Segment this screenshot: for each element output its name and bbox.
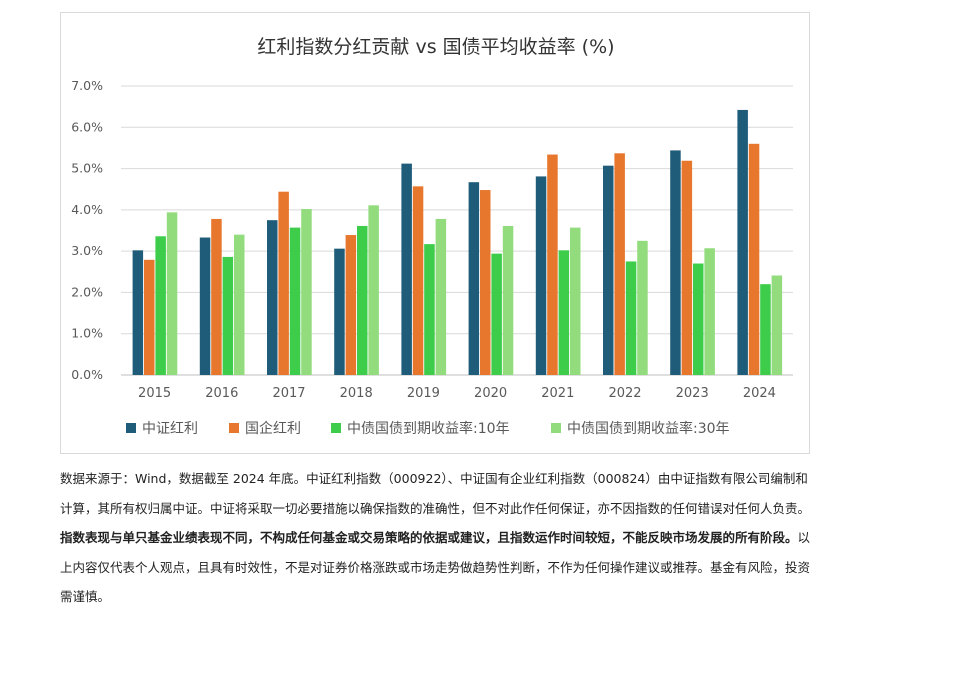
bar — [480, 190, 491, 375]
y-tick-label: 1.0% — [71, 326, 103, 341]
bar — [737, 109, 748, 376]
bar — [267, 220, 278, 375]
disclaimer-bold-warning: 指数表现与单只基金业绩表现不同，不构成任何基金或交易策略的依据或建议，且指数运作… — [60, 530, 798, 545]
y-tick-label: 5.0% — [71, 161, 103, 176]
y-tick-label: 3.0% — [71, 243, 103, 258]
bar — [748, 143, 760, 375]
x-tick-label: 2018 — [340, 386, 373, 401]
legend-swatch — [126, 423, 136, 433]
legend-label: 中证红利 — [142, 421, 198, 437]
bar — [345, 235, 357, 375]
bar — [693, 263, 704, 375]
bar — [468, 182, 480, 375]
x-tick-label: 2015 — [138, 386, 171, 401]
bar — [166, 212, 178, 375]
legend-label: 中债国债到期收益率:30年 — [567, 420, 730, 437]
bar — [760, 284, 771, 375]
bar — [570, 227, 581, 375]
x-tick-label: 2022 — [608, 386, 641, 401]
x-tick-label: 2024 — [743, 386, 776, 401]
x-tick-label: 2020 — [474, 386, 507, 401]
bar — [681, 160, 693, 375]
bar — [625, 261, 637, 375]
bar — [614, 153, 625, 375]
x-tick-label: 2023 — [676, 386, 709, 401]
bar — [211, 218, 222, 375]
bar — [301, 209, 312, 375]
bar — [199, 237, 211, 375]
bar — [603, 165, 614, 375]
legend-swatch — [331, 423, 341, 433]
disclaimer-risk-note: 以上内容仅代表个人观点，且具有时效性，不是对证券价格涨跌或市场走势做趋势性判断，… — [60, 530, 811, 604]
x-tick-label: 2021 — [541, 386, 574, 401]
bar — [412, 186, 424, 375]
bar — [435, 218, 447, 375]
disclaimer-source: 数据来源于：Wind，数据截至 2024 年底。中证红利指数（000922）、中… — [60, 471, 811, 516]
y-tick-label: 7.0% — [71, 78, 103, 93]
bar — [368, 205, 379, 375]
chart-container: 红利指数分红贡献 vs 国债平均收益率 (%) 0.0% 1.0% 2.0% 3.0%… — [60, 12, 810, 454]
bar — [222, 256, 234, 375]
legend-swatch — [229, 423, 239, 433]
bar — [558, 250, 570, 375]
y-tick-label: 6.0% — [71, 119, 103, 134]
legend-label: 国企红利 — [245, 420, 301, 437]
bar — [637, 240, 648, 375]
disclaimer-text: 数据来源于：Wind，数据截至 2024 年底。中证红利指数（000922）、中… — [60, 464, 812, 612]
bar — [771, 275, 783, 375]
bar — [547, 154, 558, 375]
bar — [357, 225, 368, 375]
bar — [704, 248, 715, 375]
bar — [132, 250, 144, 375]
bar — [334, 248, 345, 375]
bar-chart: 红利指数分红贡献 vs 国债平均收益率 (%) 0.0% 1.0% 2.0% 3.0%… — [71, 36, 793, 437]
bar — [502, 225, 514, 375]
bar — [234, 234, 245, 375]
bar — [278, 191, 289, 375]
bar — [424, 244, 435, 375]
bar — [491, 253, 502, 375]
x-tick-label: 2019 — [407, 386, 440, 401]
bar — [535, 176, 547, 375]
x-tick-label: 2017 — [272, 386, 305, 401]
legend-label: 中债国债到期收益率:10年 — [347, 420, 510, 437]
bar — [155, 236, 166, 375]
chart-title: 红利指数分红贡献 vs 国债平均收益率 (%) — [257, 36, 614, 58]
bar — [289, 227, 301, 375]
bar — [670, 150, 681, 375]
bar — [401, 163, 412, 375]
y-tick-label: 4.0% — [71, 202, 103, 217]
y-tick-label: 0.0% — [71, 367, 103, 382]
bar — [144, 259, 155, 375]
y-tick-label: 2.0% — [71, 284, 103, 299]
x-tick-label: 2016 — [205, 386, 238, 401]
legend-swatch — [551, 423, 561, 433]
